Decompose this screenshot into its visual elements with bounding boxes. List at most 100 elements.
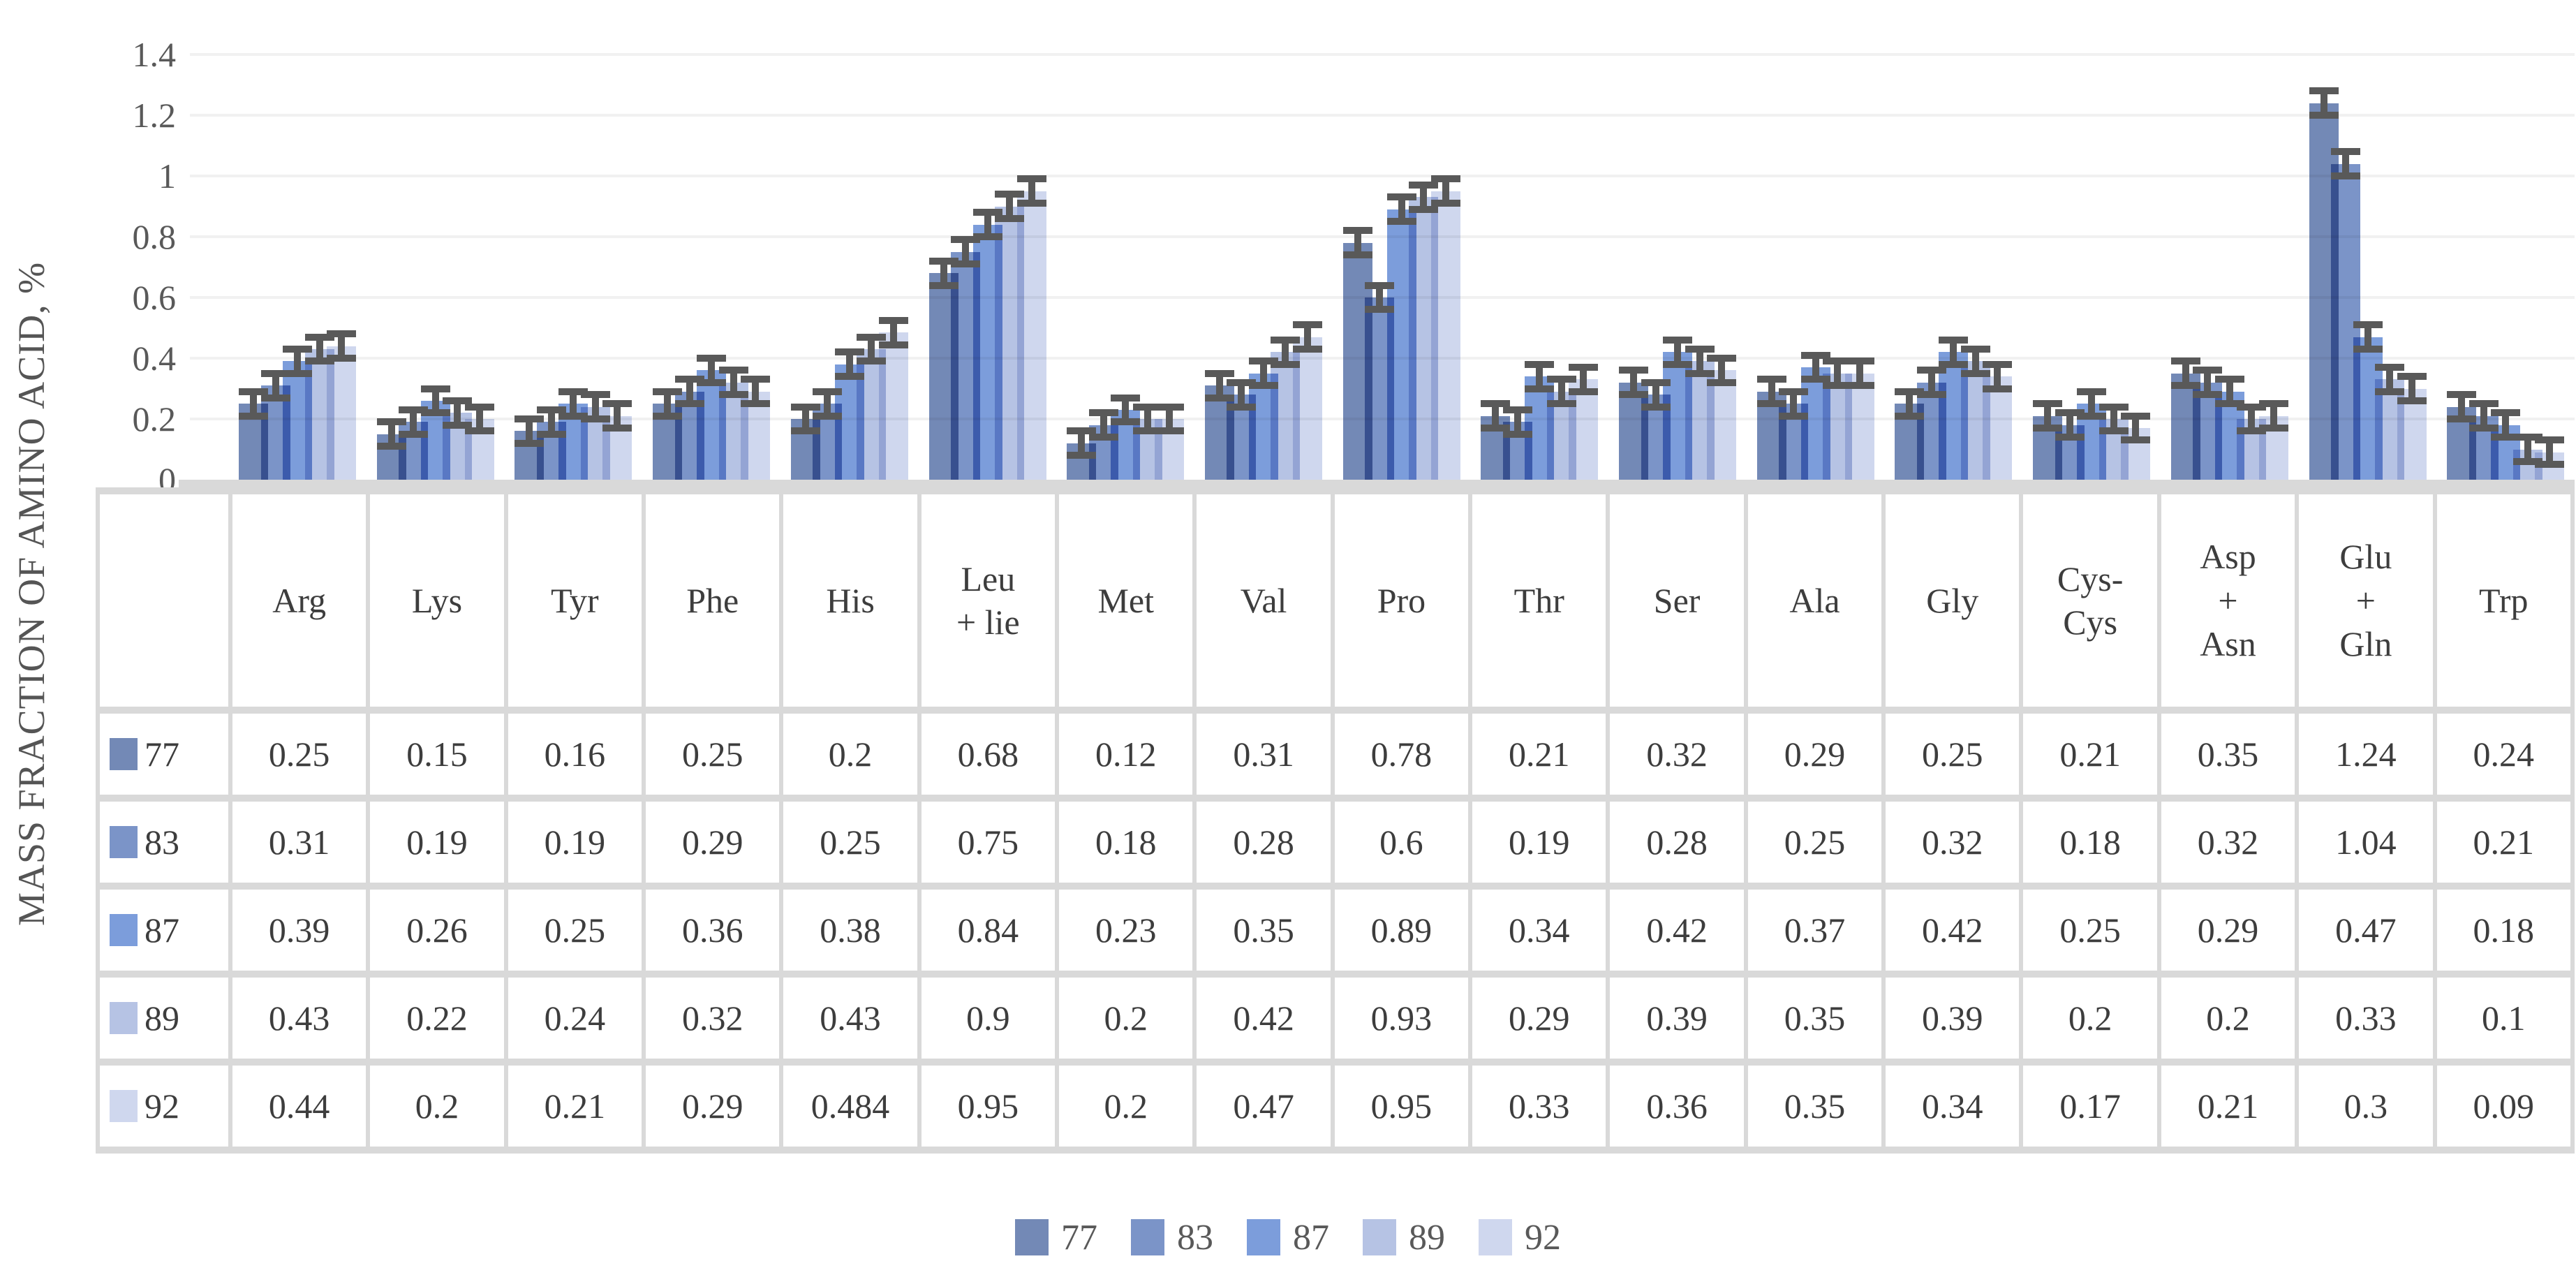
error-bar-line (2044, 404, 2052, 429)
error-bar-cap (1525, 385, 1555, 392)
table-header-Cys-Cys: Cys- Cys (2019, 487, 2161, 714)
error-bar-line (868, 337, 875, 362)
bar-92-Arg (327, 346, 356, 480)
table-cell-83-Arg: 0.31 (228, 795, 371, 890)
error-bar-line (845, 352, 853, 377)
table-row-key-87: 87 (96, 883, 232, 978)
error-bar-cap (1132, 427, 1162, 435)
error-bar-cap (951, 260, 980, 268)
error-bar-line (250, 391, 257, 416)
error-bar-cap (1155, 427, 1185, 435)
error-bar-line (1442, 179, 1449, 204)
legend-swatch-92 (1479, 1219, 1512, 1255)
error-bar-line (1557, 379, 1565, 404)
table-cell-77-His: 0.2 (779, 707, 921, 802)
error-bar-cap (536, 430, 566, 438)
error-bar-line (2502, 413, 2510, 438)
error-bar-line (1906, 391, 1914, 416)
table-header-Phe: Phe (642, 487, 784, 714)
error-bar-cap (327, 355, 356, 362)
error-bar-line (752, 379, 760, 404)
error-bar-line (1927, 370, 1935, 395)
gridline (190, 53, 2575, 56)
table-cell-83-Thr: 0.19 (1468, 795, 1611, 890)
error-bar-cap (580, 415, 610, 422)
error-bar-line (2342, 152, 2349, 176)
gridline (190, 235, 2575, 238)
category-axis-line (179, 480, 2575, 487)
error-bar-line (1856, 361, 1863, 386)
data-table: Arg Lys Tyr Phe His Leu + lie Met Val Pro Thr Ser A… (96, 487, 2575, 1154)
error-bar-cap (928, 281, 958, 289)
error-bar-line (1492, 404, 1500, 429)
error-bar-cap (697, 378, 727, 386)
table-header-Glu + Gln: Glu + Gln (2295, 487, 2437, 714)
error-bar-cap (1365, 306, 1395, 314)
series-label: 89 (145, 999, 179, 1038)
error-bar-cap (972, 233, 1002, 240)
table-header-Pro: Pro (1330, 487, 1473, 714)
error-bar-cap (2331, 172, 2360, 179)
error-bar-line (1834, 361, 1842, 386)
series-label: 92 (145, 1086, 179, 1126)
table-cell-77-Val: 0.31 (1192, 707, 1335, 802)
error-bar-line (338, 334, 345, 358)
error-bar-line (2480, 404, 2487, 429)
error-bar-cap (1502, 430, 1532, 438)
table-cell-92-Phe: 0.29 (642, 1059, 784, 1154)
error-bar-cap (239, 412, 268, 420)
y-axis-tick-label: 0.6 (132, 278, 177, 317)
bar-92-Pro (1430, 191, 1460, 480)
legend-item-83: 83 (1131, 1217, 1213, 1258)
error-bar-cap (1685, 369, 1715, 377)
error-bar-line (2458, 395, 2466, 419)
bar-92-His (878, 332, 908, 480)
table-cell-92-Gly: 0.34 (1881, 1059, 2024, 1154)
error-bar-line (410, 409, 417, 434)
table-cell-77-Phe: 0.25 (642, 707, 784, 802)
table-cell-89-Ala: 0.35 (1743, 971, 1886, 1066)
error-bar-line (1994, 364, 2001, 389)
table-cell-87-Tyr: 0.25 (503, 883, 646, 978)
error-bar-line (801, 406, 809, 432)
series-label: 77 (145, 735, 179, 774)
bar-92-Ala (1844, 373, 1874, 480)
error-bar-line (1282, 339, 1289, 364)
table-header-Lys: Lys (366, 487, 508, 714)
error-bar-cap (304, 358, 334, 365)
table-cell-89-Trp: 0.1 (2432, 971, 2575, 1066)
series-swatch-87 (110, 914, 138, 946)
table-cell-83-Ser: 0.28 (1606, 795, 1748, 890)
table-cell-83-His: 0.25 (779, 795, 921, 890)
error-bar-cap (1481, 425, 1511, 432)
table-cell-89-Met: 0.2 (1055, 971, 1197, 1066)
table-cell-83-Gly: 0.32 (1881, 795, 2024, 890)
error-bar-cap (1844, 382, 1874, 390)
error-bar-line (272, 373, 279, 398)
table-row-77: 77 0.25 0.15 0.16 0.25 0.2 0.68 0.12 0.31 0.78 0.2… (96, 707, 2575, 802)
error-bar-cap (2121, 436, 2151, 444)
error-bar-line (1812, 355, 1819, 380)
table-header-Leu + lie: Leu + lie (917, 487, 1060, 714)
y-axis-tick-label: 1 (158, 156, 176, 196)
table-cell-77-Ala: 0.29 (1743, 707, 1886, 802)
error-bar-cap (1779, 412, 1809, 420)
bar-92-Thr (1569, 379, 1599, 480)
table-row-89: 89 0.43 0.22 0.24 0.32 0.43 0.9 0.2 0.42 0.93 0.29… (96, 971, 2575, 1066)
table-cell-89-Ser: 0.39 (1606, 971, 1748, 1066)
bar-92-Ser (1707, 370, 1736, 480)
error-bar-line (1630, 370, 1637, 395)
error-bar-cap (995, 214, 1024, 222)
table-cell-77-Asp + Asn: 0.35 (2156, 707, 2300, 802)
legend-label: 83 (1177, 1217, 1213, 1258)
error-bar-line (686, 379, 693, 404)
table-cell-87-Cys-Cys: 0.25 (2019, 883, 2161, 978)
error-bar-line (2132, 415, 2140, 441)
error-bar-cap (741, 400, 771, 408)
error-bar-line (454, 400, 461, 425)
error-bar-line (475, 406, 483, 432)
table-cell-83-Leu + lie: 0.75 (917, 795, 1060, 890)
table-cell-87-Pro: 0.89 (1330, 883, 1473, 978)
error-bar-line (1971, 348, 1979, 374)
table-cell-87-Trp: 0.18 (2432, 883, 2575, 978)
